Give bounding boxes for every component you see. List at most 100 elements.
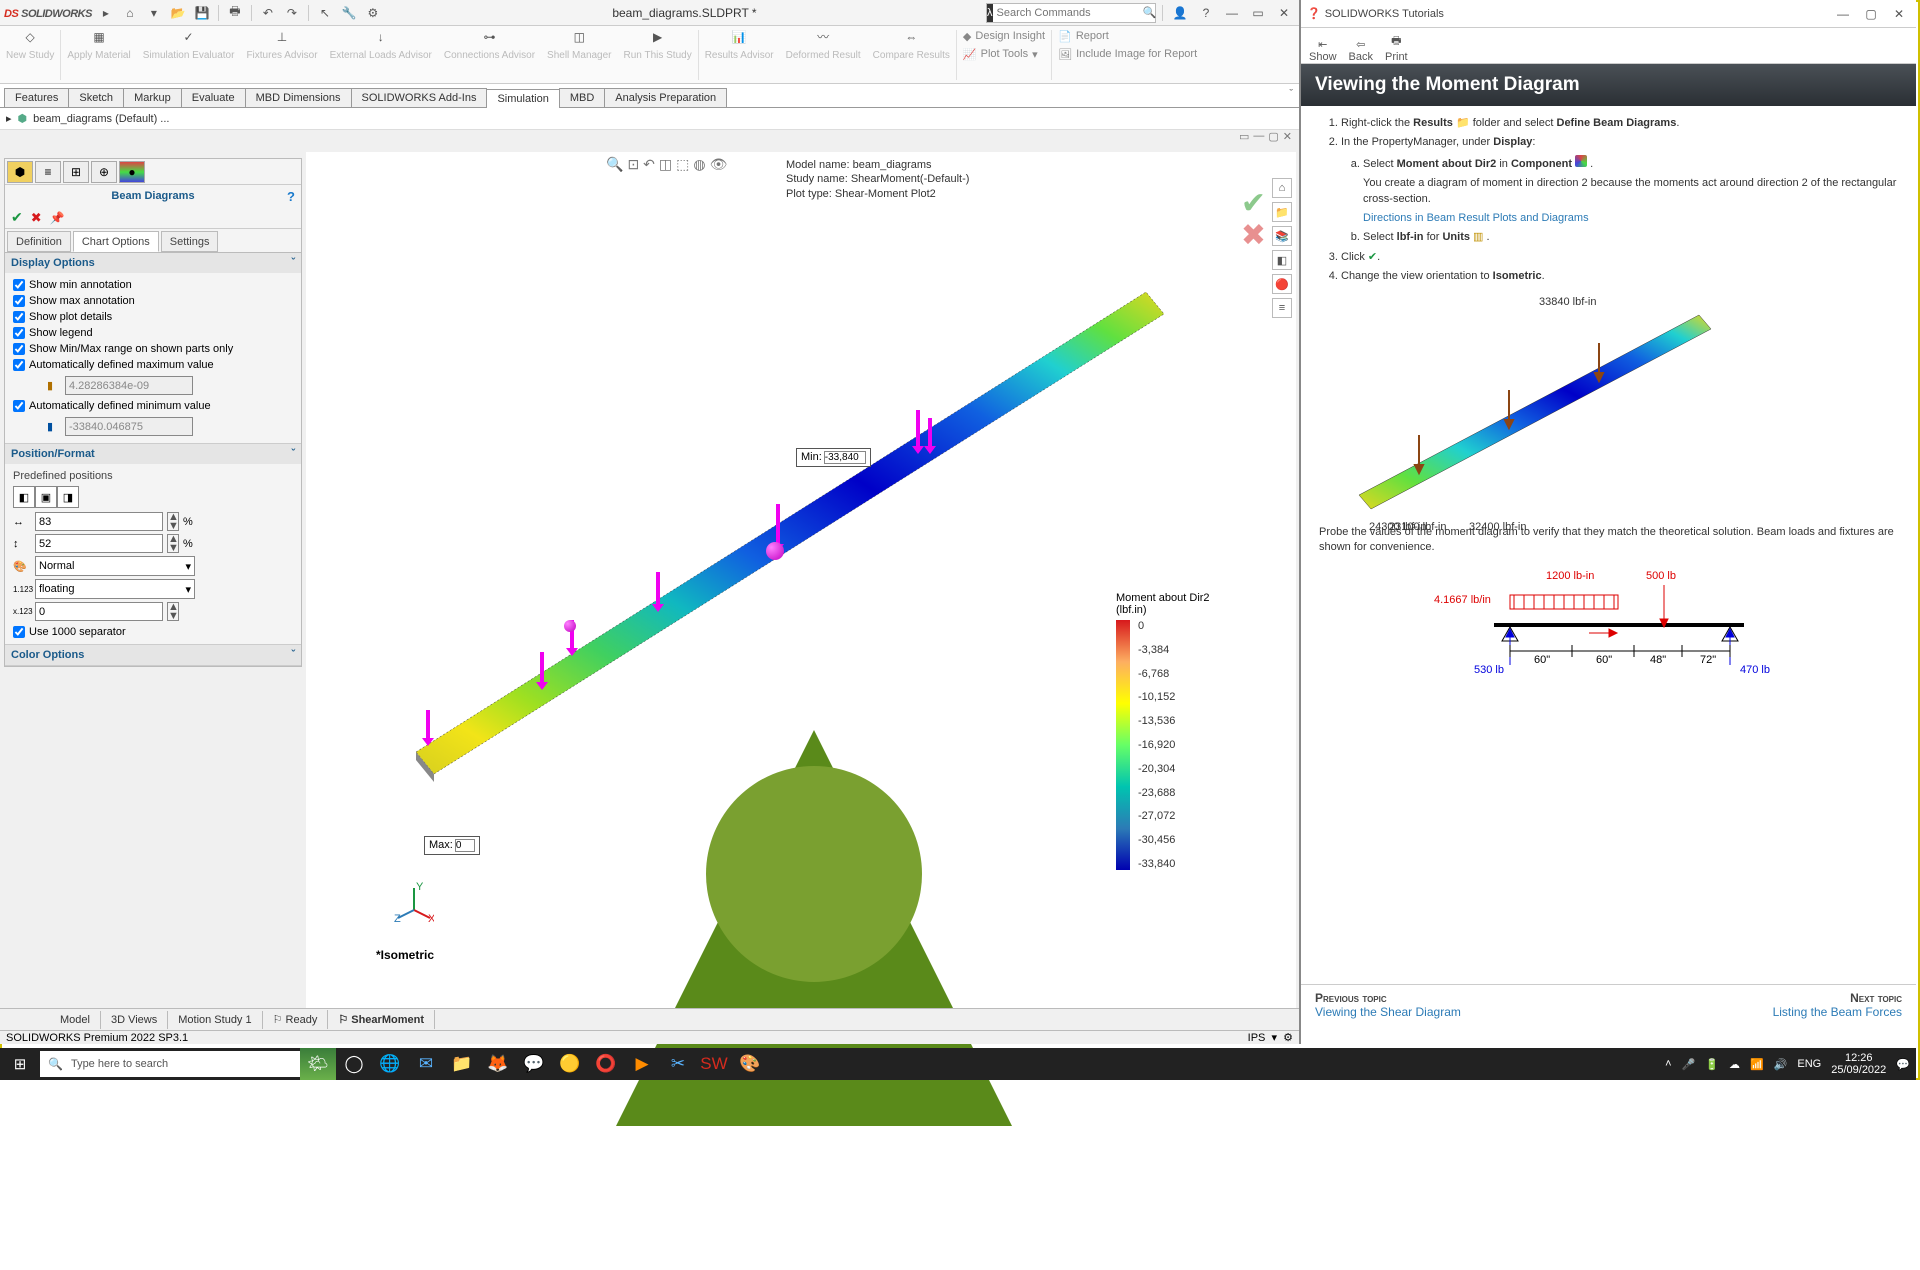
command-search[interactable]: λ 🔍 [986, 3, 1156, 23]
hide-show-icon[interactable]: 👁 [710, 156, 728, 173]
vp-cancel-icon[interactable]: ✖ [1241, 218, 1266, 253]
tab-markup[interactable]: Markup [123, 88, 182, 107]
display-options-hd[interactable]: Display Optionsˇ [5, 253, 301, 273]
section-icon[interactable]: ◫ [659, 156, 672, 173]
rib-apply-material[interactable]: ▦Apply Material [61, 26, 136, 83]
feature-breadcrumb[interactable]: ▸⬢beam_diagrams (Default) ... [0, 108, 1299, 130]
pm-tab-pm[interactable]: ≡ [35, 161, 61, 183]
tut-next-link[interactable]: Listing the Beam Forces [1773, 1005, 1902, 1019]
pm-tab-appear[interactable]: ● [119, 161, 145, 183]
rib-new-study[interactable]: ◇New Study [0, 26, 60, 83]
display-style-icon[interactable]: ◍ [693, 156, 705, 173]
pm-tab-dim[interactable]: ⊕ [91, 161, 117, 183]
tut-prev-link[interactable]: Viewing the Shear Diagram [1315, 1005, 1461, 1019]
tray-lang[interactable]: ENG [1797, 1058, 1821, 1070]
bt-motion[interactable]: Motion Study 1 [168, 1011, 262, 1029]
new-icon[interactable]: ▾ [144, 3, 164, 23]
tab-analysis-prep[interactable]: Analysis Preparation [604, 88, 727, 107]
color-options-hd[interactable]: Color Optionsˇ [5, 645, 301, 665]
task-resources-icon[interactable]: 📁 [1272, 202, 1292, 222]
pm-help-icon[interactable]: ? [287, 189, 295, 204]
app-opera[interactable]: ⭕ [588, 1048, 624, 1080]
home-icon[interactable]: ⌂ [120, 3, 140, 23]
chk-show-min[interactable]: Show min annotation [13, 277, 293, 293]
app-weather[interactable]: 🌤 [300, 1048, 336, 1080]
tab-features[interactable]: Features [4, 88, 69, 107]
pos-x-input[interactable] [35, 512, 163, 531]
decimals-input[interactable] [35, 602, 163, 621]
view-orient-icon[interactable]: ⬚ [676, 156, 689, 173]
pm-subtab-def[interactable]: Definition [7, 231, 71, 252]
print-icon[interactable]: 🖶 [225, 3, 245, 23]
tab-mbd-dim[interactable]: MBD Dimensions [245, 88, 352, 107]
vp-restore-icon[interactable]: ▭ [1239, 130, 1249, 143]
chk-1000-sep[interactable]: Use 1000 separator [13, 624, 293, 640]
rib-plot-tools[interactable]: 📈Plot Tools▾ [963, 46, 1045, 62]
app-solidworks[interactable]: SW [696, 1048, 732, 1080]
redo-icon[interactable]: ↷ [282, 3, 302, 23]
bt-3dviews[interactable]: 3D Views [101, 1011, 168, 1029]
rib-shell[interactable]: ◫Shell Manager [541, 26, 617, 83]
tabs-collapse-icon[interactable]: ˇ [1289, 88, 1293, 100]
tut-print-button[interactable]: 🖶Print [1385, 32, 1408, 63]
tut-back-button[interactable]: ⇦Back [1349, 38, 1373, 63]
rib-results[interactable]: 📊Results Advisor [699, 26, 780, 83]
rib-run[interactable]: ▶Run This Study [618, 26, 698, 83]
pm-ok-icon[interactable]: ✔ [11, 209, 23, 226]
undo-icon[interactable]: ↶ [258, 3, 278, 23]
app-edge[interactable]: 🌐 [372, 1048, 408, 1080]
pos-left[interactable]: ◧ [13, 486, 35, 508]
chk-automin[interactable]: Automatically defined minimum value [13, 398, 293, 414]
tray-up-icon[interactable]: ˄ [1665, 1058, 1671, 1070]
vp-min-icon[interactable]: — [1253, 130, 1264, 143]
options-icon[interactable]: ⚙ [363, 3, 383, 23]
tab-sketch[interactable]: Sketch [68, 88, 124, 107]
tut-close-icon[interactable]: ✕ [1888, 5, 1910, 23]
pm-subtab-chart[interactable]: Chart Options [73, 231, 159, 252]
app-snip[interactable]: ✂ [660, 1048, 696, 1080]
zoom-fit-icon[interactable]: 🔍 [606, 156, 623, 173]
tray-mic-icon[interactable]: 🎤 [1682, 1058, 1696, 1071]
pm-tab-config[interactable]: ⊞ [63, 161, 89, 183]
rib-deformed[interactable]: 〰Deformed Result [780, 26, 867, 83]
prev-view-icon[interactable]: ↶ [643, 156, 655, 173]
bt-shear[interactable]: ⚐ ShearMoment [328, 1010, 435, 1029]
rib-loads[interactable]: ↓External Loads Advisor [324, 26, 438, 83]
start-button[interactable]: ⊞ [0, 1055, 40, 1073]
app-mail[interactable]: ✉ [408, 1048, 444, 1080]
tray-notif-icon[interactable]: 💬 [1896, 1058, 1910, 1071]
task-view-icon[interactable]: ◧ [1272, 250, 1292, 270]
tray-onedrive-icon[interactable]: ☁ [1729, 1058, 1740, 1071]
style-select[interactable]: Normal▾ [35, 556, 195, 576]
min-annotation[interactable]: Min: [796, 448, 871, 467]
save-icon[interactable]: 💾 [192, 3, 212, 23]
zoom-area-icon[interactable]: ⊡ [627, 156, 639, 173]
rib-sim-eval[interactable]: ✓Simulation Evaluator [137, 26, 241, 83]
tab-simulation[interactable]: Simulation [486, 89, 559, 108]
color-legend[interactable]: Moment about Dir2 (lbf.in) 0-3,384-6,768… [1116, 592, 1236, 870]
chk-show-plot[interactable]: Show plot details [13, 309, 293, 325]
select-icon[interactable]: ↖ [315, 3, 335, 23]
open-icon[interactable]: 📂 [168, 3, 188, 23]
rib-connections[interactable]: ⊶Connections Advisor [438, 26, 541, 83]
pos-y-input[interactable] [35, 534, 163, 553]
min-anno-input[interactable] [824, 451, 866, 464]
pm-cancel-icon[interactable]: ✖ [31, 210, 42, 226]
help-icon[interactable]: ? [1195, 4, 1217, 22]
tut-show-button[interactable]: ⇤Show [1309, 38, 1337, 63]
task-home-icon[interactable]: ⌂ [1272, 178, 1292, 198]
taskbar-search[interactable]: 🔍 Type here to search [40, 1051, 300, 1077]
max-anno-input[interactable] [455, 839, 475, 852]
restore-icon[interactable]: ▭ [1247, 4, 1269, 22]
bt-model[interactable]: Model [50, 1011, 101, 1029]
bt-ready[interactable]: ⚐ Ready [263, 1010, 329, 1029]
chk-automax[interactable]: Automatically defined maximum value [13, 357, 293, 373]
tut-dir-link[interactable]: Directions in Beam Result Plots and Diag… [1363, 212, 1589, 224]
rib-include-image[interactable]: 🖼Include Image for Report [1058, 46, 1197, 62]
max-annotation[interactable]: Max: [424, 836, 480, 855]
pm-subtab-settings[interactable]: Settings [161, 231, 219, 252]
vp-close-icon[interactable]: ✕ [1283, 130, 1292, 143]
tab-addins[interactable]: SOLIDWORKS Add-Ins [351, 88, 488, 107]
rib-fixtures[interactable]: ⊥Fixtures Advisor [240, 26, 323, 83]
pos-right[interactable]: ◨ [57, 486, 79, 508]
